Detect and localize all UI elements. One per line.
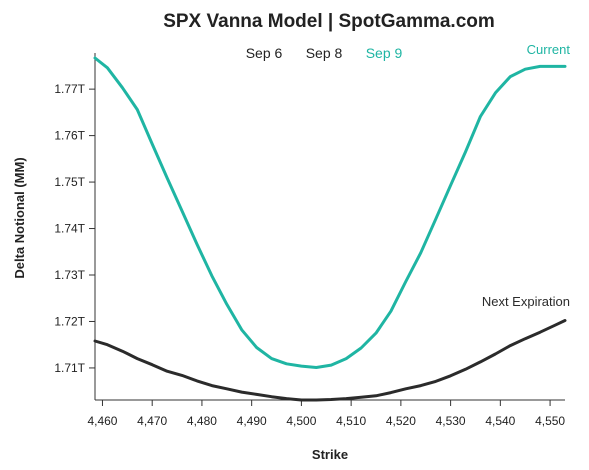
y-tick-label: 1.72T [54, 314, 85, 328]
y-tick-label: 1.76T [54, 129, 85, 143]
x-tick-label: 4,490 [237, 414, 267, 428]
series-label-next-expiration: Next Expiration [482, 294, 570, 309]
x-tick-label: 4,460 [87, 414, 117, 428]
expiry-tabs: Sep 6 Sep 8 Sep 9 [246, 45, 403, 61]
x-tick-label: 4,550 [535, 414, 565, 428]
series-layer [93, 56, 567, 402]
tab-sep-9[interactable]: Sep 9 [366, 45, 403, 61]
x-axis: 4,460 4,470 4,480 4,490 4,500 4,510 4,520 4,530… [87, 399, 565, 428]
tab-sep-8[interactable]: Sep 8 [306, 45, 343, 61]
x-axis-title: Strike [312, 447, 348, 462]
x-tick-label: 4,500 [286, 414, 316, 428]
y-tick-label: 1.75T [54, 175, 85, 189]
x-tick-label: 4,510 [336, 414, 366, 428]
y-axis: 1.71T 1.72T 1.73T 1.74T 1.75T 1.76T 1.77T [54, 53, 96, 400]
series-line-next-expiration [93, 319, 567, 402]
y-tick-label: 1.77T [54, 82, 85, 96]
y-axis-title: Delta Notional (MM) [12, 157, 27, 278]
x-tick-label: 4,540 [485, 414, 515, 428]
x-tick-label: 4,530 [436, 414, 466, 428]
chart-title: SPX Vanna Model | SpotGamma.com [163, 11, 495, 32]
tab-sep-6[interactable]: Sep 6 [246, 45, 283, 61]
x-tick-label: 4,470 [137, 414, 167, 428]
series-label-current: Current [527, 42, 571, 57]
x-tick-label: 4,480 [187, 414, 217, 428]
series-line-current [93, 56, 567, 369]
y-tick-label: 1.74T [54, 222, 85, 236]
y-tick-label: 1.73T [54, 268, 85, 282]
y-tick-label: 1.71T [54, 361, 85, 375]
x-tick-label: 4,520 [386, 414, 416, 428]
